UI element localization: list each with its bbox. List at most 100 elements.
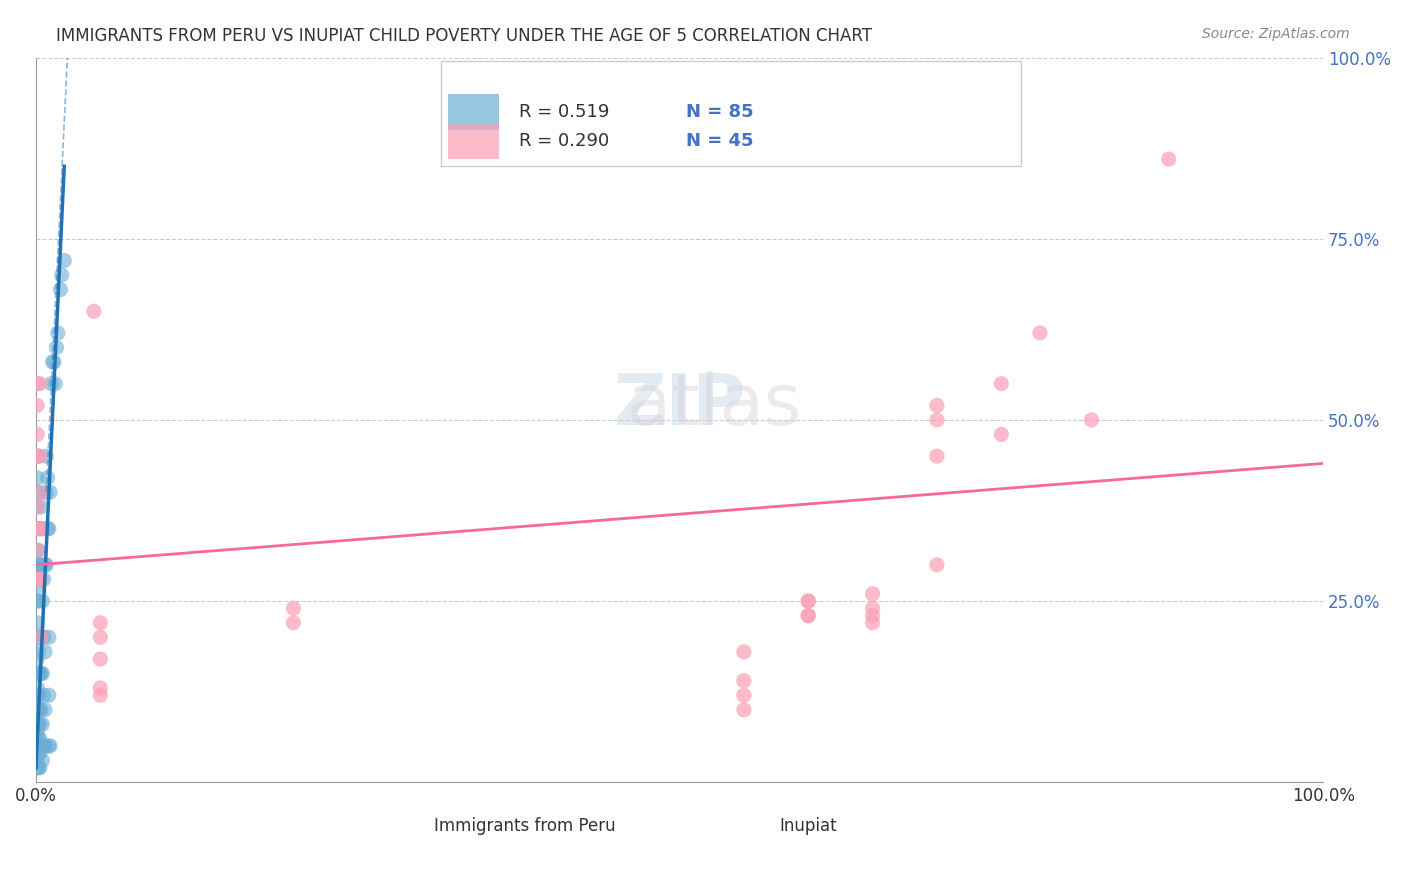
Immigrants from Peru	[25, 485, 48, 500]
Immigrants from Peru	[25, 688, 48, 702]
Immigrants from Peru	[32, 572, 55, 586]
Inupiat	[30, 485, 52, 500]
Inupiat	[733, 673, 755, 688]
Immigrants from Peru	[25, 666, 48, 681]
Immigrants from Peru	[30, 630, 52, 644]
Inupiat	[25, 449, 48, 463]
Inupiat	[25, 500, 48, 514]
Immigrants from Peru	[38, 522, 60, 536]
Immigrants from Peru	[28, 630, 51, 644]
Immigrants from Peru	[28, 717, 51, 731]
Immigrants from Peru	[35, 449, 58, 463]
Inupiat	[283, 615, 305, 630]
Inupiat	[797, 594, 820, 608]
Inupiat	[925, 449, 948, 463]
Immigrants from Peru	[27, 449, 49, 463]
Immigrants from Peru	[27, 645, 49, 659]
Bar	[449, 123, 499, 159]
Inupiat	[990, 427, 1012, 442]
Immigrants from Peru	[27, 572, 49, 586]
Immigrants from Peru	[28, 522, 51, 536]
Immigrants from Peru	[35, 558, 58, 572]
Immigrants from Peru	[25, 500, 48, 514]
Immigrants from Peru	[27, 703, 49, 717]
Immigrants from Peru	[41, 376, 63, 391]
Immigrants from Peru	[35, 485, 58, 500]
Inupiat	[797, 608, 820, 623]
Immigrants from Peru	[30, 666, 52, 681]
Immigrants from Peru	[39, 485, 62, 500]
Inupiat	[89, 652, 111, 666]
Bar	[429, 807, 467, 837]
Immigrants from Peru	[39, 739, 62, 753]
Immigrants from Peru	[25, 761, 48, 775]
Inupiat	[925, 399, 948, 413]
Immigrants from Peru	[34, 739, 56, 753]
Immigrants from Peru	[31, 594, 53, 608]
Immigrants from Peru	[25, 558, 48, 572]
Inupiat	[89, 688, 111, 702]
Immigrants from Peru	[31, 717, 53, 731]
Inupiat	[25, 572, 48, 586]
Immigrants from Peru	[53, 253, 76, 268]
Inupiat	[862, 608, 884, 623]
Immigrants from Peru	[28, 703, 51, 717]
Text: R = 0.519: R = 0.519	[519, 103, 609, 121]
Inupiat	[1157, 152, 1180, 166]
Immigrants from Peru	[41, 355, 63, 369]
Immigrants from Peru	[38, 630, 60, 644]
Immigrants from Peru	[42, 355, 65, 369]
Immigrants from Peru	[37, 471, 59, 485]
Immigrants from Peru	[25, 615, 48, 630]
Inupiat	[30, 522, 52, 536]
Inupiat	[28, 376, 51, 391]
Immigrants from Peru	[30, 703, 52, 717]
Immigrants from Peru	[27, 558, 49, 572]
Immigrants from Peru	[32, 739, 55, 753]
Immigrants from Peru	[30, 558, 52, 572]
Inupiat	[28, 572, 51, 586]
Immigrants from Peru	[44, 376, 66, 391]
Immigrants from Peru	[27, 485, 49, 500]
Immigrants from Peru	[49, 283, 72, 297]
Immigrants from Peru	[31, 754, 53, 768]
Inupiat	[862, 615, 884, 630]
Immigrants from Peru	[28, 761, 51, 775]
Immigrants from Peru	[27, 717, 49, 731]
Text: N = 45: N = 45	[686, 132, 754, 150]
Inupiat	[733, 645, 755, 659]
Text: atlas: atlas	[558, 371, 801, 440]
Immigrants from Peru	[25, 681, 48, 695]
Inupiat	[733, 703, 755, 717]
Text: Inupiat: Inupiat	[779, 817, 837, 835]
Text: Source: ZipAtlas.com: Source: ZipAtlas.com	[1202, 27, 1350, 41]
Text: IMMIGRANTS FROM PERU VS INUPIAT CHILD POVERTY UNDER THE AGE OF 5 CORRELATION CHA: IMMIGRANTS FROM PERU VS INUPIAT CHILD PO…	[56, 27, 872, 45]
Inupiat	[30, 630, 52, 644]
Immigrants from Peru	[34, 558, 56, 572]
Immigrants from Peru	[27, 688, 49, 702]
Immigrants from Peru	[37, 522, 59, 536]
Immigrants from Peru	[31, 522, 53, 536]
Immigrants from Peru	[25, 580, 48, 594]
Immigrants from Peru	[28, 666, 51, 681]
Immigrants from Peru	[25, 471, 48, 485]
Inupiat	[25, 522, 48, 536]
Immigrants from Peru	[25, 652, 48, 666]
Immigrants from Peru	[27, 746, 49, 760]
Immigrants from Peru	[25, 724, 48, 739]
Immigrants from Peru	[38, 739, 60, 753]
Inupiat	[25, 427, 48, 442]
Inupiat	[990, 376, 1012, 391]
Bar	[449, 94, 499, 130]
Immigrants from Peru	[27, 761, 49, 775]
Immigrants from Peru	[25, 630, 48, 644]
Inupiat	[25, 376, 48, 391]
Bar	[711, 807, 751, 837]
Inupiat	[925, 413, 948, 427]
Immigrants from Peru	[46, 326, 69, 340]
Immigrants from Peru	[27, 630, 49, 644]
Immigrants from Peru	[45, 341, 67, 355]
Immigrants from Peru	[30, 500, 52, 514]
Inupiat	[89, 681, 111, 695]
Text: N = 85: N = 85	[686, 103, 754, 121]
